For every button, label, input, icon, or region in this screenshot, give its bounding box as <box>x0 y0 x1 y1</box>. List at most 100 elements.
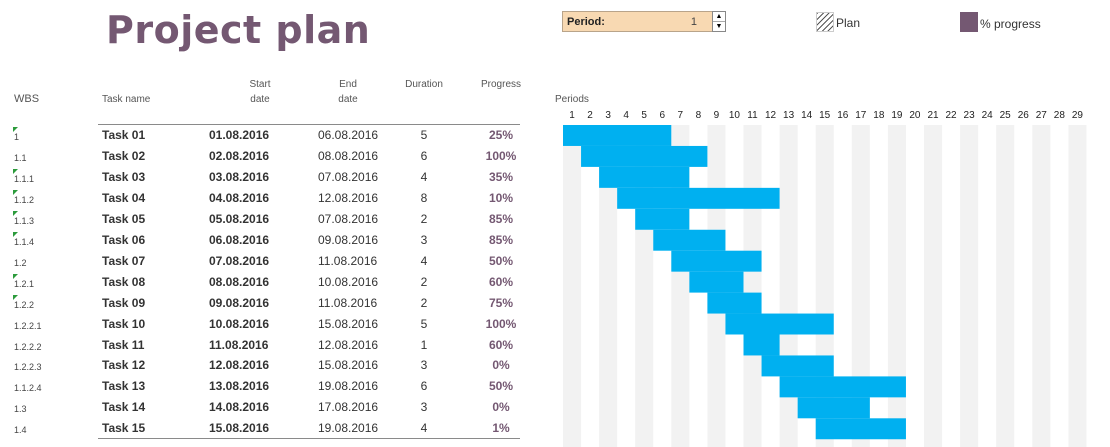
progress-header: Progress <box>480 79 521 90</box>
progress-cell: 85% <box>488 232 514 247</box>
period-number: 24 <box>981 110 993 121</box>
period-label: Period: <box>567 16 605 28</box>
period-value[interactable]: 1 <box>690 16 697 28</box>
bottom-divider <box>98 438 520 439</box>
end-date-cell: 07.08.2016 <box>318 211 379 226</box>
gantt-bar[interactable] <box>761 355 834 377</box>
plan-legend-icon <box>816 12 834 32</box>
gantt-bar[interactable] <box>707 292 762 314</box>
gantt-bar[interactable] <box>689 271 744 293</box>
duration-cell: 2 <box>420 295 428 310</box>
plan-legend-label: Plan <box>836 16 861 30</box>
progress-cell: 50% <box>488 379 514 394</box>
task-name-cell: Task 12 <box>102 358 146 373</box>
gantt-bar[interactable] <box>743 334 780 356</box>
period-number: 7 <box>677 110 684 121</box>
spin-down-icon[interactable]: ▼ <box>715 23 723 30</box>
progress-cell: 85% <box>488 211 514 226</box>
spin-up-icon[interactable]: ▲ <box>713 12 725 22</box>
comment-flag-icon <box>13 210 18 216</box>
task-name-cell: Task 08 <box>102 274 146 289</box>
period-number: 10 <box>728 110 740 121</box>
wbs-cell: 1.4 <box>14 425 27 436</box>
duration-cell: 5 <box>420 316 428 331</box>
period-stripe <box>924 125 943 447</box>
wbs-cell: 1.1.3 <box>14 215 35 226</box>
duration-cell: 3 <box>420 232 428 247</box>
wbs-cell: 1.2.1 <box>14 278 35 289</box>
period-number: 21 <box>927 110 939 121</box>
duration-cell: 3 <box>420 400 428 415</box>
period-stripe <box>960 125 979 447</box>
task-name-header: Task name <box>102 94 151 105</box>
start-date-cell: 05.08.2016 <box>209 211 270 226</box>
gantt-bar[interactable] <box>617 187 780 209</box>
task-name-cell: Task 09 <box>102 295 146 310</box>
wbs-header: WBS <box>14 93 40 105</box>
period-number: 14 <box>801 110 813 121</box>
duration-cell: 2 <box>420 211 428 226</box>
end-date-cell: 15.08.2016 <box>318 316 379 331</box>
gantt-bar[interactable] <box>635 208 690 230</box>
duration-cell: 4 <box>420 253 428 268</box>
progress-cell: 1% <box>492 421 510 436</box>
period-number: 17 <box>855 110 867 121</box>
end-date-cell: 12.08.2016 <box>318 337 379 352</box>
period-number: 27 <box>1035 110 1047 121</box>
wbs-cell: 1.2 <box>14 257 27 268</box>
progress-legend-label: % progress <box>980 17 1041 31</box>
gantt-bar[interactable] <box>653 229 726 251</box>
task-name-cell: Task 06 <box>102 232 146 247</box>
task-name-cell: Task 14 <box>102 400 146 415</box>
wbs-cell: 1.2.2.3 <box>14 362 42 373</box>
gantt-bar[interactable] <box>779 376 906 398</box>
start-date-cell: 04.08.2016 <box>209 190 270 205</box>
period-stripe <box>707 125 726 447</box>
task-name-cell: Task 05 <box>102 211 146 226</box>
wbs-cell: 1.1.4 <box>14 236 35 247</box>
period-spinner[interactable]: ▲ ▼ <box>712 11 726 32</box>
comment-flag-icon <box>13 127 18 132</box>
start-date-cell: 08.08.2016 <box>209 274 270 289</box>
period-number: 5 <box>641 110 647 121</box>
end-date-cell: 11.08.2016 <box>318 295 378 310</box>
start-date-cell: 13.08.2016 <box>209 379 270 394</box>
end-date-cell: 12.08.2016 <box>318 190 379 205</box>
task-name-cell: Task 13 <box>102 379 146 394</box>
progress-cell: 100% <box>485 316 517 331</box>
end-date-header-1: End <box>339 79 357 90</box>
duration-cell: 6 <box>420 379 428 394</box>
gantt-bar[interactable] <box>671 250 762 272</box>
period-stripe <box>563 125 582 447</box>
start-date-cell: 10.08.2016 <box>209 316 270 331</box>
end-date-cell: 08.08.2016 <box>318 148 379 163</box>
end-date-cell: 19.08.2016 <box>318 421 379 436</box>
period-number: 20 <box>909 110 921 121</box>
gantt-bar[interactable] <box>815 418 906 440</box>
period-stripe <box>671 125 690 447</box>
period-field[interactable]: Period: 1 <box>562 11 714 32</box>
period-number: 12 <box>764 110 777 121</box>
duration-header: Duration <box>405 79 443 90</box>
period-number: 25 <box>999 110 1011 121</box>
gantt-bar[interactable] <box>599 166 690 188</box>
gantt-bar[interactable] <box>797 397 870 419</box>
comment-flag-icon <box>13 294 18 300</box>
duration-cell: 6 <box>420 148 428 163</box>
period-stripe <box>599 125 618 447</box>
wbs-cell: 1.1.2 <box>14 194 35 205</box>
gantt-bar[interactable] <box>725 313 834 335</box>
gantt-bar[interactable] <box>563 125 672 146</box>
end-date-cell: 19.08.2016 <box>318 379 379 394</box>
header-divider <box>98 124 520 125</box>
gantt-bar[interactable] <box>581 145 708 167</box>
wbs-cell: 1.2.2.2 <box>14 341 42 352</box>
end-date-cell: 10.08.2016 <box>318 274 379 289</box>
start-date-cell: 09.08.2016 <box>209 295 270 310</box>
task-name-cell: Task 02 <box>102 148 146 163</box>
wbs-cell: 1.1.1 <box>14 173 35 184</box>
period-number: 22 <box>945 110 957 121</box>
wbs-cell: 1.1.2.4 <box>14 383 42 394</box>
progress-cell: 100% <box>485 148 517 163</box>
progress-cell: 60% <box>488 337 514 352</box>
